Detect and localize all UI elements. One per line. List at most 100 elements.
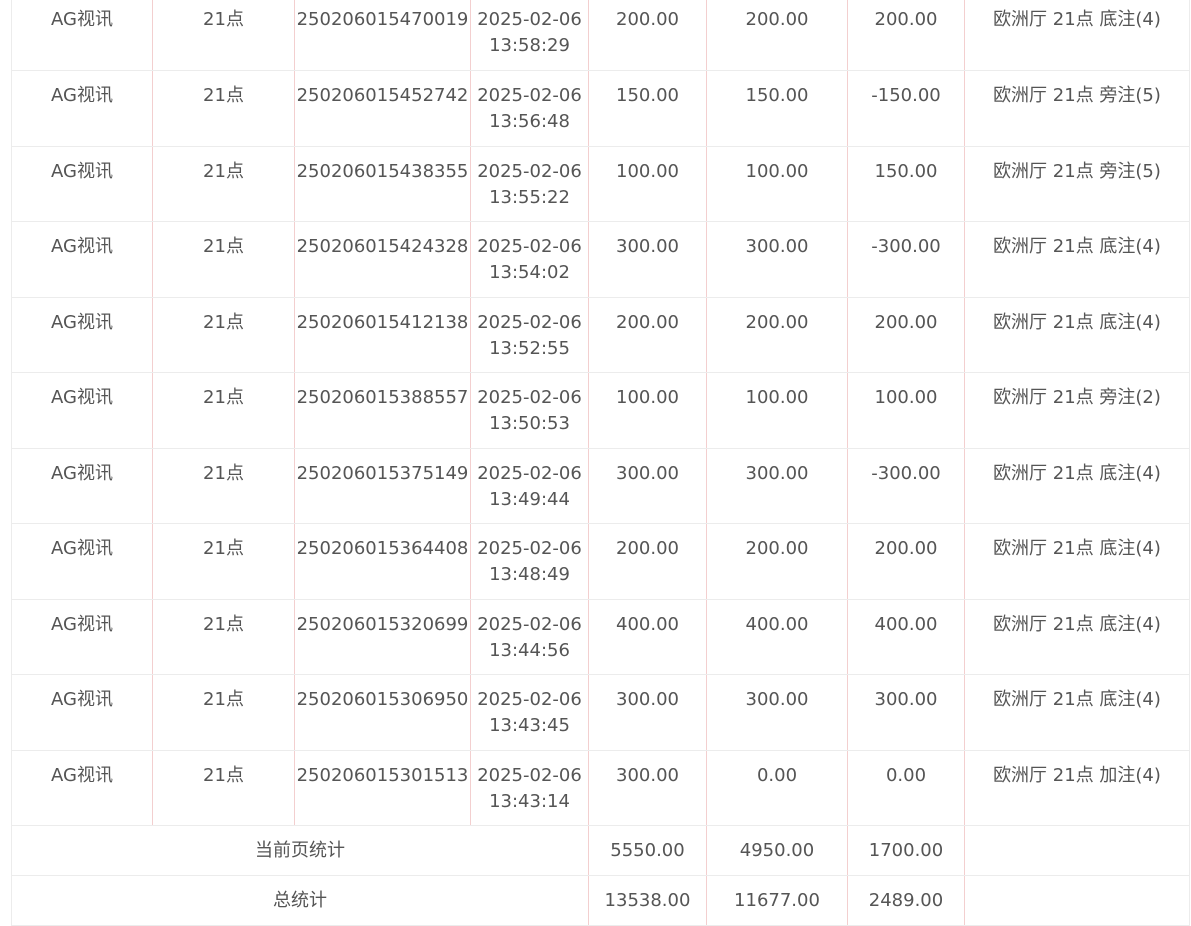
cell-time: 2025-02-06 13:54:02 — [470, 221, 589, 298]
cell-valid-bet: 200.00 — [706, 297, 848, 373]
cell-platform: AG视讯 — [11, 674, 153, 751]
cell-detail: 欧洲厅 21点 旁注(2) — [964, 372, 1190, 449]
cell-bet: 150.00 — [588, 70, 707, 147]
cell-bet: 400.00 — [588, 599, 707, 675]
cell-win-loss: 200.00 — [847, 0, 965, 71]
cell-valid-bet: 200.00 — [706, 0, 848, 71]
cell-time: 2025-02-06 13:48:49 — [470, 523, 589, 600]
cell-time: 2025-02-06 13:43:14 — [470, 750, 589, 826]
summary-win-loss: 1700.00 — [847, 825, 965, 876]
cell-platform: AG视讯 — [11, 221, 153, 298]
summary-empty-cell — [964, 875, 1190, 926]
cell-detail: 欧洲厅 21点 底注(4) — [964, 221, 1190, 298]
summary-row: 当前页统计 5550.00 4950.00 1700.00 — [11, 825, 1190, 876]
cell-detail: 欧洲厅 21点 旁注(5) — [964, 146, 1190, 222]
table-row: AG视讯 21点 250206015306950 2025-02-06 13:43:4… — [11, 674, 1190, 751]
cell-order-id: 250206015320699 — [294, 599, 471, 675]
summary-label: 当前页统计 — [11, 825, 589, 876]
cell-win-loss: 200.00 — [847, 297, 965, 373]
cell-game: 21点 — [152, 297, 295, 373]
cell-time: 2025-02-06 13:44:56 — [470, 599, 589, 675]
cell-bet: 100.00 — [588, 146, 707, 222]
cell-platform: AG视讯 — [11, 599, 153, 675]
cell-order-id: 250206015301513 — [294, 750, 471, 826]
cell-valid-bet: 200.00 — [706, 523, 848, 600]
cell-bet: 100.00 — [588, 372, 707, 449]
cell-time: 2025-02-06 13:55:22 — [470, 146, 589, 222]
cell-detail: 欧洲厅 21点 底注(4) — [964, 0, 1190, 71]
cell-time: 2025-02-06 13:49:44 — [470, 448, 589, 524]
table-row: AG视讯 21点 250206015375149 2025-02-06 13:49:4… — [11, 448, 1190, 524]
cell-order-id: 250206015438355 — [294, 146, 471, 222]
cell-valid-bet: 100.00 — [706, 146, 848, 222]
cell-valid-bet: 300.00 — [706, 221, 848, 298]
table-row: AG视讯 21点 250206015320699 2025-02-06 13:44:5… — [11, 599, 1190, 675]
summary-valid-bet: 4950.00 — [706, 825, 848, 876]
cell-bet: 300.00 — [588, 674, 707, 751]
summary-row: 总统计 13538.00 11677.00 2489.00 — [11, 875, 1190, 926]
cell-bet: 200.00 — [588, 0, 707, 71]
cell-valid-bet: 400.00 — [706, 599, 848, 675]
cell-platform: AG视讯 — [11, 372, 153, 449]
cell-game: 21点 — [152, 674, 295, 751]
cell-game: 21点 — [152, 221, 295, 298]
cell-win-loss: 0.00 — [847, 750, 965, 826]
cell-platform: AG视讯 — [11, 146, 153, 222]
cell-valid-bet: 100.00 — [706, 372, 848, 449]
cell-win-loss: -300.00 — [847, 448, 965, 524]
cell-bet: 200.00 — [588, 297, 707, 373]
cell-detail: 欧洲厅 21点 加注(4) — [964, 750, 1190, 826]
cell-order-id: 250206015452742 — [294, 70, 471, 147]
cell-detail: 欧洲厅 21点 旁注(5) — [964, 70, 1190, 147]
cell-detail: 欧洲厅 21点 底注(4) — [964, 297, 1190, 373]
cell-win-loss: 300.00 — [847, 674, 965, 751]
table-row: AG视讯 21点 250206015452742 2025-02-06 13:56:4… — [11, 70, 1190, 147]
cell-win-loss: -150.00 — [847, 70, 965, 147]
cell-detail: 欧洲厅 21点 底注(4) — [964, 599, 1190, 675]
cell-game: 21点 — [152, 599, 295, 675]
cell-valid-bet: 0.00 — [706, 750, 848, 826]
cell-game: 21点 — [152, 448, 295, 524]
cell-order-id: 250206015306950 — [294, 674, 471, 751]
cell-platform: AG视讯 — [11, 523, 153, 600]
cell-time: 2025-02-06 13:56:48 — [470, 70, 589, 147]
cell-time: 2025-02-06 13:52:55 — [470, 297, 589, 373]
cell-platform: AG视讯 — [11, 0, 153, 71]
cell-valid-bet: 150.00 — [706, 70, 848, 147]
cell-game: 21点 — [152, 70, 295, 147]
table-row: AG视讯 21点 250206015364408 2025-02-06 13:48:4… — [11, 523, 1190, 600]
table-row: AG视讯 21点 250206015412138 2025-02-06 13:52:5… — [11, 297, 1190, 373]
cell-game: 21点 — [152, 750, 295, 826]
cell-order-id: 250206015412138 — [294, 297, 471, 373]
table-row: AG视讯 21点 250206015424328 2025-02-06 13:54:0… — [11, 221, 1190, 298]
cell-game: 21点 — [152, 372, 295, 449]
cell-win-loss: -300.00 — [847, 221, 965, 298]
cell-bet: 300.00 — [588, 448, 707, 524]
cell-win-loss: 100.00 — [847, 372, 965, 449]
cell-platform: AG视讯 — [11, 297, 153, 373]
cell-platform: AG视讯 — [11, 70, 153, 147]
table-row: AG视讯 21点 250206015388557 2025-02-06 13:50:5… — [11, 372, 1190, 449]
cell-game: 21点 — [152, 523, 295, 600]
cell-win-loss: 400.00 — [847, 599, 965, 675]
cell-platform: AG视讯 — [11, 448, 153, 524]
summary-label: 总统计 — [11, 875, 589, 926]
cell-order-id: 250206015424328 — [294, 221, 471, 298]
cell-detail: 欧洲厅 21点 底注(4) — [964, 674, 1190, 751]
cell-bet: 200.00 — [588, 523, 707, 600]
cell-order-id: 250206015470019 — [294, 0, 471, 71]
cell-time: 2025-02-06 13:43:45 — [470, 674, 589, 751]
table-row: AG视讯 21点 250206015470019 2025-02-06 13:58:2… — [11, 0, 1190, 71]
cell-game: 21点 — [152, 0, 295, 71]
cell-detail: 欧洲厅 21点 底注(4) — [964, 523, 1190, 600]
cell-platform: AG视讯 — [11, 750, 153, 826]
cell-time: 2025-02-06 13:50:53 — [470, 372, 589, 449]
cell-bet: 300.00 — [588, 750, 707, 826]
summary-win-loss: 2489.00 — [847, 875, 965, 926]
cell-order-id: 250206015375149 — [294, 448, 471, 524]
table-row: AG视讯 21点 250206015301513 2025-02-06 13:43:1… — [11, 750, 1190, 826]
summary-empty-cell — [964, 825, 1190, 876]
cell-game: 21点 — [152, 146, 295, 222]
cell-time: 2025-02-06 13:58:29 — [470, 0, 589, 71]
cell-detail: 欧洲厅 21点 底注(4) — [964, 448, 1190, 524]
